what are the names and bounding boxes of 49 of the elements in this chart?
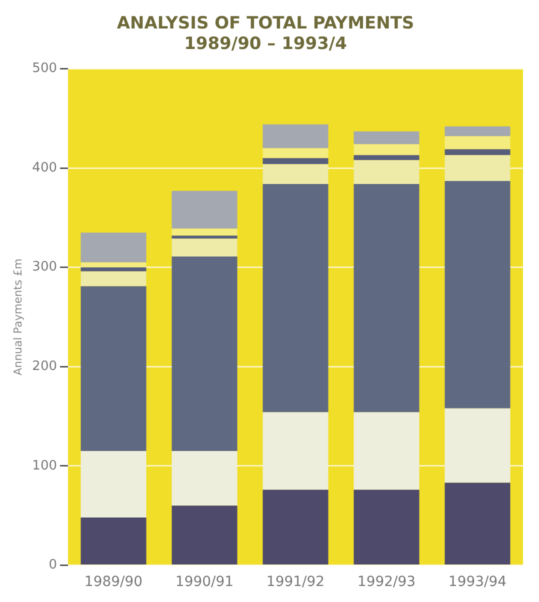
bar [172, 228, 238, 236]
bar [172, 238, 238, 256]
x-tick-label: 1989/90 [84, 574, 143, 590]
bar [262, 412, 328, 490]
bar [262, 124, 328, 148]
bar [172, 236, 238, 239]
bar [172, 190, 238, 229]
bar [444, 136, 510, 150]
bar [444, 180, 510, 408]
bar [80, 262, 146, 268]
bar [80, 518, 146, 564]
bar [262, 158, 328, 164]
bar [354, 490, 420, 564]
bar [80, 271, 146, 286]
bar [172, 506, 238, 564]
bar [444, 155, 510, 181]
bar [444, 408, 510, 483]
y-tick-label: 400 [32, 160, 58, 176]
bar [80, 451, 146, 518]
x-tick-label: 1991/92 [266, 574, 325, 590]
bar [262, 184, 328, 412]
bar [354, 144, 420, 156]
bar [80, 286, 146, 452]
text: 1989/90 – 1993/4 [184, 34, 347, 54]
text: ANALYSIS OF TOTAL PAYMENTS [116, 14, 414, 34]
x-tick-label: 1993/94 [448, 574, 507, 590]
bar [262, 164, 328, 184]
bar [444, 149, 510, 156]
bar [172, 256, 238, 452]
x-tick-label: 1990/91 [175, 574, 234, 590]
y-tick-label: 200 [32, 359, 58, 374]
bar [262, 490, 328, 564]
bar [172, 451, 238, 506]
y-tick-label: 300 [32, 260, 58, 275]
bar [80, 267, 146, 272]
y-tick-label: 100 [32, 458, 58, 474]
y-tick-label: 0 [48, 558, 58, 573]
bar [444, 482, 510, 564]
bar [354, 155, 420, 160]
bar [354, 184, 420, 412]
y-tick-label: 500 [32, 61, 58, 76]
bar [262, 148, 328, 158]
x-tick-label: 1992/93 [357, 574, 416, 590]
bar [354, 412, 420, 490]
bar [80, 232, 146, 262]
y-axis-title: Annual Payments £m [11, 258, 24, 376]
bar [444, 126, 510, 136]
bar [354, 160, 420, 184]
bar [354, 131, 420, 144]
